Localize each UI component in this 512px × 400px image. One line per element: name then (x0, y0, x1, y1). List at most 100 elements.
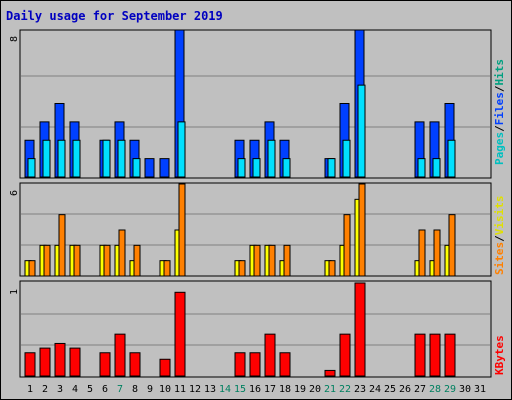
bar-files-day-29 (447, 139, 456, 178)
bar-kbytes-day-23 (354, 282, 366, 377)
bar-kbytes-day-17 (264, 333, 276, 377)
bar-sites-day-15 (238, 260, 246, 277)
bar-sites-day-17 (268, 244, 276, 277)
bar-files-day-18 (282, 158, 291, 178)
bar-files-day-2 (42, 139, 51, 178)
bar-hits-day-9 (144, 158, 155, 178)
bar-files-day-21 (327, 158, 336, 178)
x-tick-label-9: 9 (147, 384, 153, 395)
bar-kbytes-day-29 (444, 333, 456, 377)
legend-bottom: KBytes (493, 335, 506, 375)
bar-files-day-23 (357, 84, 366, 178)
y-max-label-top: 8 (9, 36, 20, 42)
bar-files-day-1 (27, 158, 36, 178)
x-tick-label-5: 5 (87, 384, 93, 395)
bar-sites-day-2 (43, 244, 51, 277)
legend-item-kbytes: KBytes (493, 335, 506, 375)
x-tick-label-11: 11 (174, 384, 186, 395)
chart-title: Daily usage for September 2019 (6, 9, 223, 23)
bar-sites-day-8 (133, 244, 141, 277)
bar-files-day-27 (417, 158, 426, 178)
bar-sites-day-27 (418, 229, 426, 277)
bar-kbytes-day-27 (414, 333, 426, 377)
legend-item-visits: Visits (493, 196, 506, 236)
x-tick-label-15: 15 (234, 384, 246, 395)
x-tick-label-12: 12 (189, 384, 201, 395)
bar-kbytes-day-15 (234, 352, 246, 377)
bar-kbytes-day-6 (99, 352, 111, 377)
bar-kbytes-day-16 (249, 352, 261, 377)
x-tick-label-14: 14 (219, 384, 231, 395)
bar-sites-day-1 (28, 260, 36, 277)
bar-files-day-8 (132, 158, 141, 178)
legend-top: Pages/Files/Hits (493, 59, 506, 165)
x-tick-label-30: 30 (459, 384, 471, 395)
x-tick-label-3: 3 (57, 384, 63, 395)
x-tick-label-13: 13 (204, 384, 216, 395)
bar-kbytes-day-4 (69, 347, 81, 377)
bar-kbytes-day-22 (339, 333, 351, 377)
x-tick-label-21: 21 (324, 384, 336, 395)
x-tick-label-10: 10 (159, 384, 171, 395)
bar-sites-day-10 (163, 260, 171, 277)
x-tick-label-16: 16 (249, 384, 261, 395)
x-tick-label-20: 20 (309, 384, 321, 395)
bar-kbytes-day-28 (429, 333, 441, 377)
legend-item-pages: Pages (493, 132, 506, 165)
x-tick-label-27: 27 (414, 384, 426, 395)
bar-sites-day-3 (58, 214, 66, 277)
panel-middle-frame (19, 182, 492, 277)
bar-kbytes-day-8 (129, 352, 141, 377)
bar-files-day-7 (117, 139, 126, 178)
x-tick-label-2: 2 (42, 384, 48, 395)
bar-sites-day-7 (118, 229, 126, 277)
bar-kbytes-day-3 (54, 342, 66, 377)
bar-kbytes-day-11 (174, 291, 186, 377)
x-tick-label-29: 29 (444, 384, 456, 395)
bar-files-day-6 (102, 139, 111, 178)
x-tick-label-28: 28 (429, 384, 441, 395)
bar-files-day-15 (237, 158, 246, 178)
bar-files-day-11 (177, 121, 186, 178)
bar-kbytes-day-10 (159, 358, 171, 377)
legend-separator: / (493, 125, 506, 132)
bar-sites-day-29 (448, 214, 456, 277)
x-tick-label-7: 7 (117, 384, 123, 395)
legend-middle: Sites/Visits (493, 196, 506, 276)
legend-separator: / (493, 85, 506, 92)
x-tick-label-19: 19 (294, 384, 306, 395)
bar-sites-day-23 (358, 183, 366, 277)
bar-files-day-4 (72, 139, 81, 178)
bar-sites-day-11 (178, 183, 186, 277)
x-tick-label-4: 4 (72, 384, 78, 395)
x-tick-label-26: 26 (399, 384, 411, 395)
x-tick-label-8: 8 (132, 384, 138, 395)
x-tick-label-22: 22 (339, 384, 351, 395)
bar-sites-day-4 (73, 244, 81, 277)
x-tick-label-31: 31 (474, 384, 486, 395)
y-max-label-bottom: 1 (9, 289, 20, 295)
bar-files-day-17 (267, 139, 276, 178)
bar-sites-day-28 (433, 229, 441, 277)
bar-files-day-3 (57, 139, 66, 178)
x-tick-label-17: 17 (264, 384, 276, 395)
bar-sites-day-16 (253, 244, 261, 277)
bar-kbytes-day-21 (324, 369, 336, 377)
bar-files-day-22 (342, 139, 351, 178)
legend-separator: / (493, 235, 506, 242)
bar-kbytes-day-1 (24, 352, 36, 377)
bar-kbytes-day-18 (279, 352, 291, 377)
x-tick-label-18: 18 (279, 384, 291, 395)
bar-sites-day-21 (328, 260, 336, 277)
bar-kbytes-day-7 (114, 333, 126, 377)
x-tick-label-23: 23 (354, 384, 366, 395)
legend-item-files: Files (493, 92, 506, 125)
x-tick-label-6: 6 (102, 384, 108, 395)
legend-item-hits: Hits (493, 59, 506, 86)
x-tick-label-24: 24 (369, 384, 381, 395)
bar-hits-day-10 (159, 158, 170, 178)
bar-files-day-16 (252, 158, 261, 178)
bar-sites-day-6 (103, 244, 111, 277)
y-max-label-middle: 6 (9, 190, 20, 196)
